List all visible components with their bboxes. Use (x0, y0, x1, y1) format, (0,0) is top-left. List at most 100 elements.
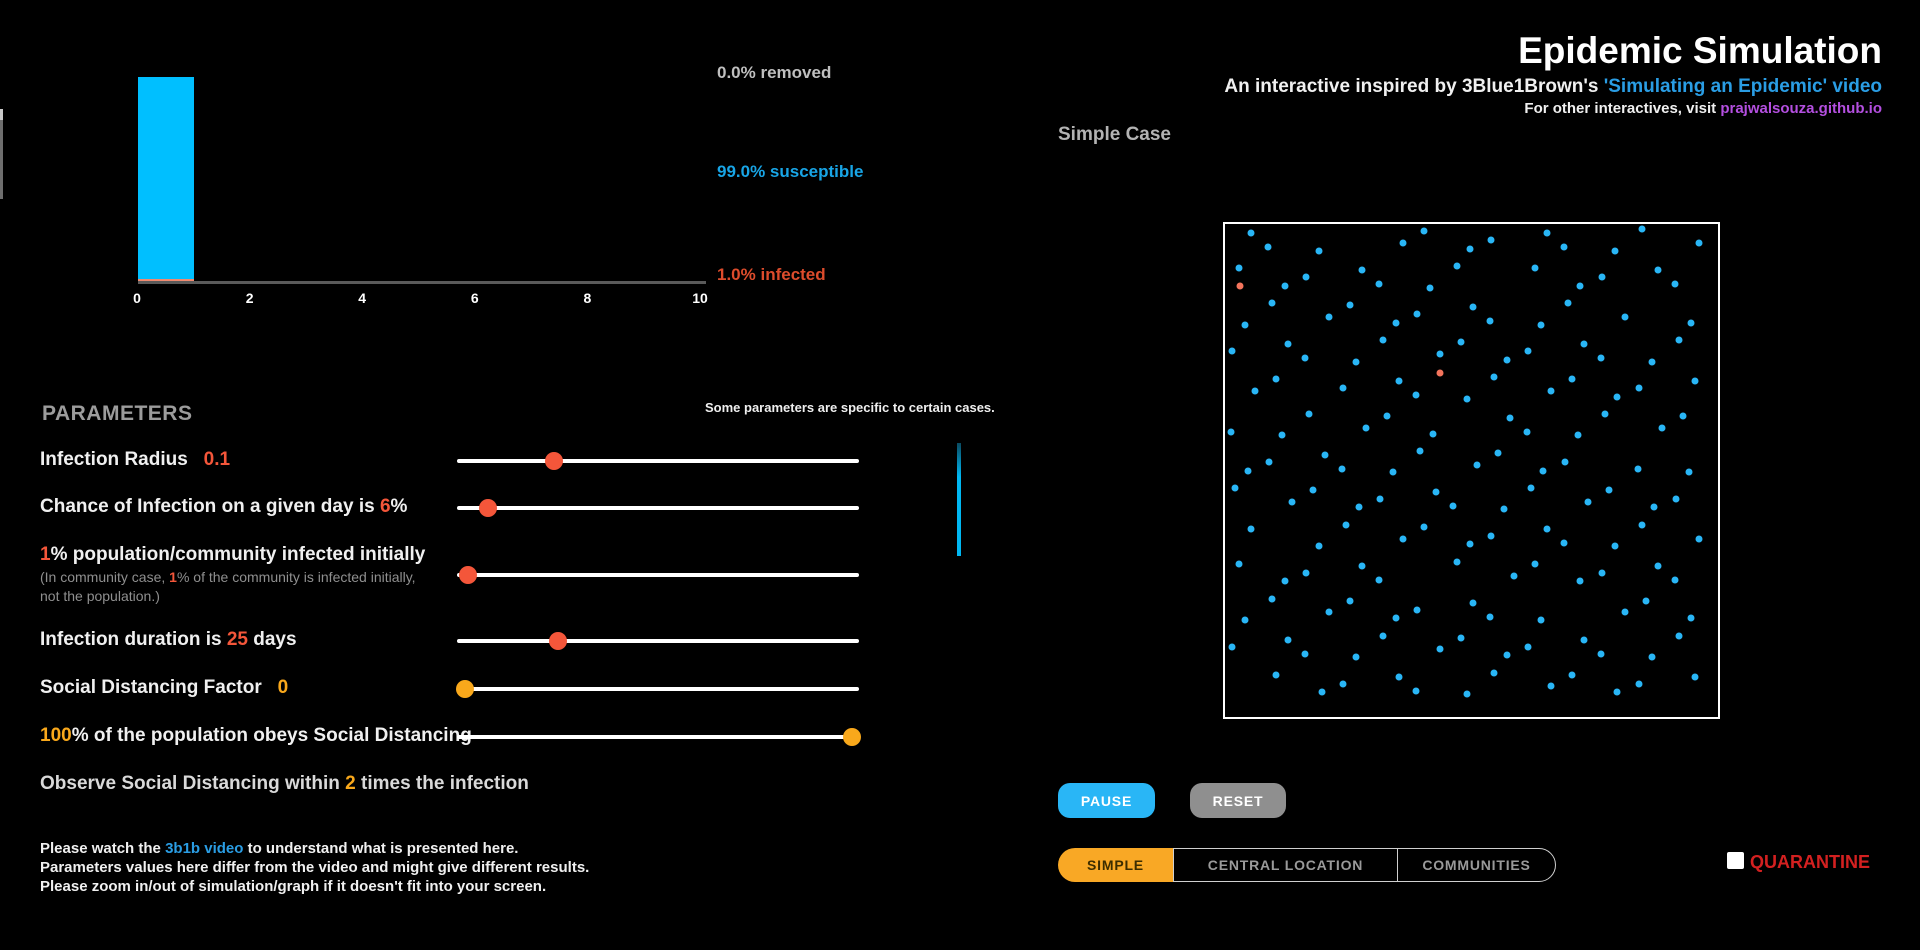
removed-stat-label: 0.0% removed (717, 63, 832, 82)
person-dot-susceptible (1420, 227, 1428, 235)
text-segment: Observe Social Distancing within (40, 773, 346, 794)
person-dot-susceptible (1695, 535, 1703, 543)
person-dot-susceptible (1486, 613, 1494, 621)
social-distancing-factor-slider[interactable] (456, 680, 859, 698)
initial-infected-slider-knob[interactable] (458, 566, 477, 584)
initial-infected-slider[interactable] (457, 566, 859, 584)
text-segment: 2 (345, 773, 356, 794)
param-obeys-social-distancing-label: 100% of the population obeys Social Dist… (40, 725, 472, 747)
person-dot-susceptible (1672, 495, 1680, 503)
text-segment: Chance of Infection on a given day is (40, 496, 380, 517)
person-dot-susceptible (1453, 558, 1461, 566)
text-segment: Infection duration is (40, 629, 227, 650)
person-dot-susceptible (1420, 523, 1428, 531)
case-label: Simple Case (1058, 124, 1171, 145)
person-dot-susceptible (1339, 384, 1347, 392)
person-dot-susceptible (1527, 484, 1535, 492)
person-dot-susceptible (1392, 319, 1400, 327)
person-dot-susceptible (1265, 458, 1273, 466)
person-dot-susceptible (1453, 262, 1461, 270)
footer-line-1: Please watch the 3b1b video to understan… (40, 839, 589, 858)
person-dot-susceptible (1539, 467, 1547, 474)
person-dot-susceptible (1251, 387, 1259, 395)
person-dot-susceptible (1278, 431, 1286, 439)
tab-simple[interactable]: SIMPLE (1058, 848, 1173, 882)
person-dot-susceptible (1576, 282, 1584, 290)
person-dot-susceptible (1449, 502, 1457, 510)
person-dot-susceptible (1537, 321, 1545, 329)
person-dot-susceptible (1376, 495, 1384, 503)
person-dot-susceptible (1309, 486, 1317, 494)
reset-button[interactable]: RESET (1190, 783, 1286, 818)
person-dot-susceptible (1241, 321, 1249, 329)
text-segment: 6 (379, 496, 391, 517)
person-dot-susceptible (1315, 247, 1323, 255)
person-dot-susceptible (1247, 229, 1255, 237)
person-dot-susceptible (1523, 428, 1531, 436)
infection-chance-slider[interactable] (457, 499, 859, 517)
quarantine-checkbox[interactable] (1727, 852, 1744, 869)
simulating-epidemic-video-link[interactable]: 'Simulating an Epidemic' video (1603, 76, 1882, 97)
chart-bar (138, 77, 194, 281)
parameters-side-note: Some parameters are specific to certain … (705, 400, 995, 415)
person-dot-susceptible (1284, 340, 1292, 348)
prajwalsouza-link[interactable]: prajwalsouza.github.io (1720, 100, 1882, 117)
person-dot-susceptible (1231, 484, 1239, 492)
infected-stat-label: 1.0% infected (717, 265, 826, 284)
3b1b-video-link[interactable]: 3b1b video (165, 840, 244, 857)
footer-line-2: Parameters values here differ from the v… (40, 858, 589, 877)
param-initial-infected-note-1: (In community case, 1% of the community … (40, 568, 416, 587)
person-dot-susceptible (1487, 236, 1495, 244)
infection-radius-slider[interactable] (457, 452, 859, 470)
social-distancing-factor-slider-knob[interactable] (456, 680, 475, 698)
person-dot-susceptible (1325, 608, 1333, 616)
x-tick-label: 6 (470, 290, 479, 306)
chart-bar-segment-susceptible (138, 77, 194, 279)
person-dot-susceptible (1597, 650, 1605, 658)
person-dot-susceptible (1611, 542, 1619, 550)
x-tick-label: 8 (583, 290, 592, 306)
tab-central-location[interactable]: CENTRAL LOCATION (1173, 848, 1397, 882)
person-dot-susceptible (1685, 468, 1693, 476)
obeys-social-distancing-slider[interactable] (457, 728, 861, 746)
person-dot-susceptible (1463, 395, 1471, 403)
person-dot-susceptible (1635, 680, 1643, 688)
susceptible-stat-label: 99.0% susceptible (717, 162, 864, 181)
tab-communities[interactable]: COMMUNITIES (1397, 848, 1556, 882)
pause-button[interactable]: PAUSE (1058, 783, 1155, 818)
person-dot-susceptible (1524, 347, 1532, 355)
infection-duration-slider-knob[interactable] (548, 632, 567, 650)
person-dot-susceptible (1598, 569, 1606, 577)
person-dot-susceptible (1506, 414, 1514, 422)
person-dot-susceptible (1375, 280, 1383, 288)
param-observe-distance-label: Observe Social Distancing within 2 times… (40, 773, 529, 795)
person-dot-susceptible (1272, 671, 1280, 679)
obeys-social-distancing-slider-knob[interactable] (842, 728, 861, 746)
person-dot-susceptible (1510, 572, 1518, 579)
person-dot-susceptible (1687, 319, 1695, 327)
text-segment: % (390, 496, 408, 517)
cyan-divider-line (957, 443, 961, 556)
person-dot-susceptible (1379, 336, 1387, 344)
infection-chance-slider-knob[interactable] (478, 499, 497, 517)
person-dot-susceptible (1584, 498, 1592, 506)
person-dot-infected (1436, 369, 1444, 377)
person-dot-susceptible (1281, 577, 1289, 585)
person-dot-susceptible (1601, 410, 1609, 418)
infection-duration-slider[interactable] (457, 632, 859, 650)
x-tick-label: 10 (692, 290, 708, 306)
person-dot-susceptible (1235, 264, 1243, 272)
person-dot-susceptible (1358, 266, 1366, 274)
text-segment: % of the population obeys Social Distanc… (71, 725, 472, 746)
person-dot-susceptible (1597, 354, 1605, 362)
page-subtitle: An interactive inspired by 3Blue1Brown's… (1224, 74, 1882, 99)
person-dot-susceptible (1490, 669, 1498, 677)
footer-notes: Please watch the 3b1b video to understan… (40, 839, 589, 896)
person-dot-susceptible (1469, 303, 1477, 311)
text-segment: Parameters values here differ from the v… (40, 859, 590, 876)
infection-radius-slider-knob[interactable] (544, 452, 563, 470)
person-dot-susceptible (1671, 280, 1679, 288)
person-dot-susceptible (1301, 354, 1309, 362)
person-dot-susceptible (1642, 597, 1650, 605)
